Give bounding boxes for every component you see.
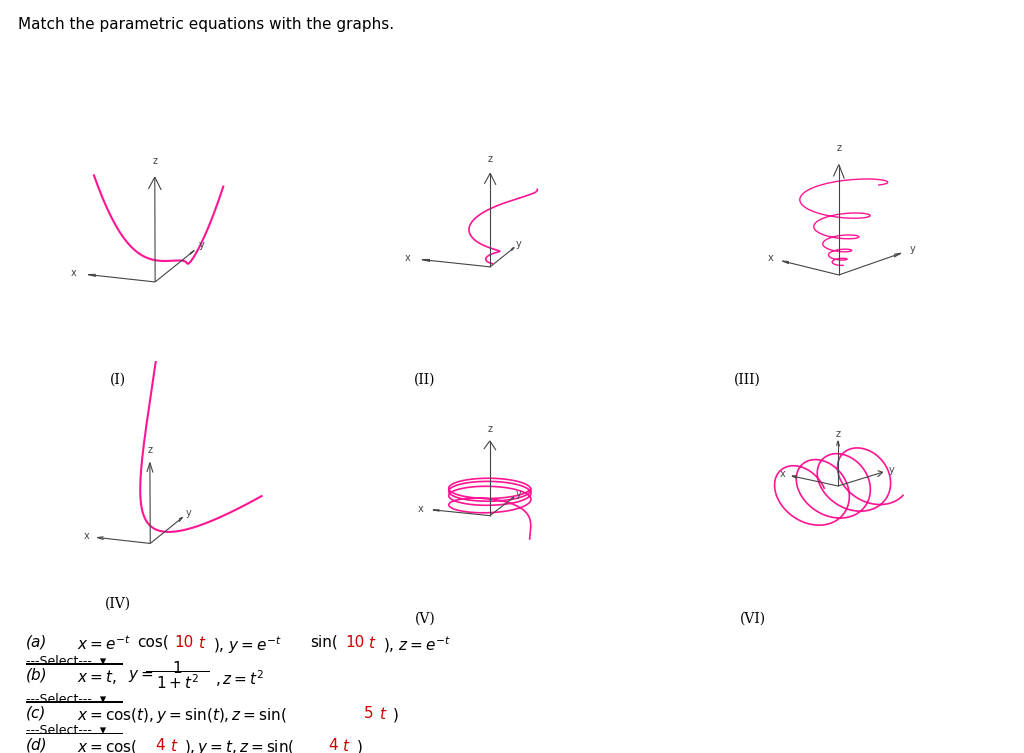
Text: $x = \cos($: $x = \cos($ bbox=[77, 738, 137, 753]
Text: (II): (II) bbox=[415, 373, 435, 387]
Text: (a): (a) bbox=[26, 635, 47, 650]
Text: (d): (d) bbox=[26, 738, 47, 753]
Text: $, z = t^2$: $, z = t^2$ bbox=[215, 668, 264, 688]
Text: ---Select---  ▾: ---Select--- ▾ bbox=[26, 724, 105, 737]
Text: cos(: cos( bbox=[137, 635, 169, 650]
Text: (IV): (IV) bbox=[104, 596, 131, 611]
Text: (I): (I) bbox=[110, 373, 126, 387]
Text: $)$: $)$ bbox=[356, 738, 362, 753]
Text: $t$: $t$ bbox=[342, 738, 350, 753]
Text: $x = t,$: $x = t,$ bbox=[77, 668, 117, 686]
Text: ---Select---  ▾: ---Select--- ▾ bbox=[26, 655, 105, 668]
Text: (VI): (VI) bbox=[739, 611, 766, 626]
Text: (b): (b) bbox=[26, 668, 47, 683]
Text: $t$: $t$ bbox=[170, 738, 178, 753]
Text: (III): (III) bbox=[734, 373, 761, 387]
Text: $t$: $t$ bbox=[368, 635, 376, 651]
Text: 10: 10 bbox=[345, 635, 365, 650]
Text: 10: 10 bbox=[174, 635, 194, 650]
Text: $1 + t^2$: $1 + t^2$ bbox=[156, 673, 199, 692]
Text: sin(: sin( bbox=[310, 635, 338, 650]
Text: $x = \cos(t), y = \sin(t), z = \sin($: $x = \cos(t), y = \sin(t), z = \sin($ bbox=[77, 706, 287, 724]
Text: 4: 4 bbox=[329, 738, 338, 753]
Text: (c): (c) bbox=[26, 706, 46, 721]
Text: ), $z = e^{-t}$: ), $z = e^{-t}$ bbox=[383, 635, 451, 655]
Text: Match the parametric equations with the graphs.: Match the parametric equations with the … bbox=[18, 17, 394, 32]
Text: $1$: $1$ bbox=[172, 660, 182, 676]
Text: (V): (V) bbox=[415, 611, 435, 626]
Text: ), $y = e^{-t}$: ), $y = e^{-t}$ bbox=[213, 635, 282, 657]
Text: $), y = t, z = \sin($: $), y = t, z = \sin($ bbox=[184, 738, 295, 753]
Text: 4: 4 bbox=[156, 738, 165, 753]
Text: $y =$: $y =$ bbox=[128, 668, 154, 684]
Text: $t$: $t$ bbox=[379, 706, 387, 721]
Text: $)$: $)$ bbox=[392, 706, 398, 724]
Text: $x = e^{-t}$: $x = e^{-t}$ bbox=[77, 635, 130, 654]
Text: ---Select---  ▾: ---Select--- ▾ bbox=[26, 693, 105, 706]
Text: 5: 5 bbox=[364, 706, 373, 721]
Text: $t$: $t$ bbox=[198, 635, 206, 651]
